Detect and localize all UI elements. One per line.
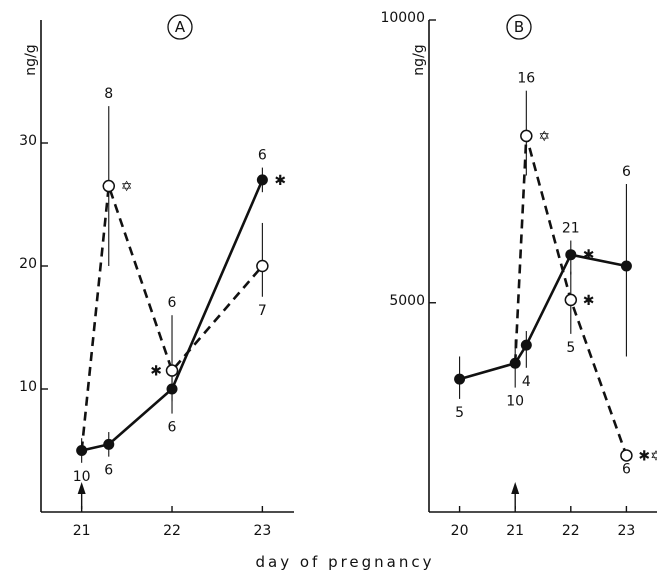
panel-label: B — [514, 18, 524, 36]
data-point-filled — [565, 249, 577, 261]
sample-size-label: 7 — [258, 303, 267, 319]
significance-mark: ✱ — [583, 293, 595, 309]
data-point-filled — [454, 373, 466, 385]
significance-mark: ✡ — [121, 179, 133, 195]
dashed-line — [80, 185, 264, 451]
sample-size-label: 5 — [455, 405, 464, 421]
significance-mark: ✱✡ — [638, 448, 657, 464]
x-tick-label: 20 — [451, 523, 469, 539]
sample-size-label: 6 — [104, 463, 113, 479]
x-tick-label: 22 — [163, 523, 181, 539]
treatment-arrow-head — [77, 482, 86, 494]
data-point-open — [520, 129, 533, 143]
data-point-open — [165, 364, 179, 377]
y-axis-label: ng/g — [411, 44, 427, 75]
sample-size-label: 5 — [566, 340, 575, 356]
y-tick-label: 5000 — [389, 293, 425, 309]
sample-size-label: 8 — [104, 86, 113, 102]
sample-size-label: 4 — [522, 374, 531, 390]
sample-size-label: 21 — [562, 221, 580, 237]
significance-mark: ✱ — [274, 173, 286, 189]
x-tick-label: 23 — [618, 523, 636, 539]
data-point-open — [102, 179, 116, 193]
data-point-filled — [520, 339, 532, 351]
sample-size-label: 6 — [168, 295, 177, 311]
solid-line — [459, 253, 627, 381]
panel-label-circle — [167, 14, 193, 40]
data-point-filled — [103, 438, 115, 450]
x-tick-label: 22 — [562, 523, 580, 539]
x-axis-label: day of pregnancy — [255, 553, 434, 571]
data-point-filled — [256, 174, 268, 186]
sample-size-label: 6 — [622, 461, 631, 477]
x-tick-label: 23 — [253, 523, 271, 539]
data-point-filled — [620, 260, 632, 272]
y-tick-label: 10 — [19, 379, 37, 395]
y-tick-label: 10000 — [380, 10, 425, 26]
sample-size-label: 10 — [506, 394, 524, 410]
x-tick-label: 21 — [506, 523, 524, 539]
series-dashed: 16 ✡ 5 ✱ 6 ✱✡ — [513, 71, 657, 477]
sample-size-label: 10 — [73, 469, 91, 485]
sample-size-label: 6 — [258, 148, 267, 164]
y-tick-label: 20 — [19, 256, 37, 272]
y-tick-label: 30 — [19, 133, 37, 149]
y-axis-label: ng/g — [23, 44, 39, 75]
dashed-line — [513, 135, 628, 456]
treatment-arrow-head — [511, 482, 520, 494]
solid-line — [81, 179, 264, 452]
significance-mark: ✡ — [538, 129, 550, 145]
panel-a: 10 20 30 21 22 23 ng/g A 10 6 6 6 ✱ 8 ✡ 6 ✱ 7 — [19, 14, 294, 539]
sample-size-label: 16 — [517, 71, 535, 87]
significance-mark: ✱ — [583, 248, 595, 264]
data-point-open — [620, 449, 633, 462]
x-tick-label: 21 — [73, 523, 91, 539]
sample-size-label: 6 — [168, 420, 177, 436]
series-solid: 10 6 6 6 ✱ — [73, 148, 286, 485]
data-point-open — [564, 293, 578, 307]
panel-label: A — [175, 18, 186, 36]
sample-size-label: 6 — [622, 164, 631, 180]
series-dashed: 8 ✡ 6 ✱ 7 — [80, 86, 269, 451]
significance-mark: ✱ — [150, 364, 162, 380]
data-point-open — [256, 259, 269, 273]
panel-label-circle — [506, 14, 532, 40]
